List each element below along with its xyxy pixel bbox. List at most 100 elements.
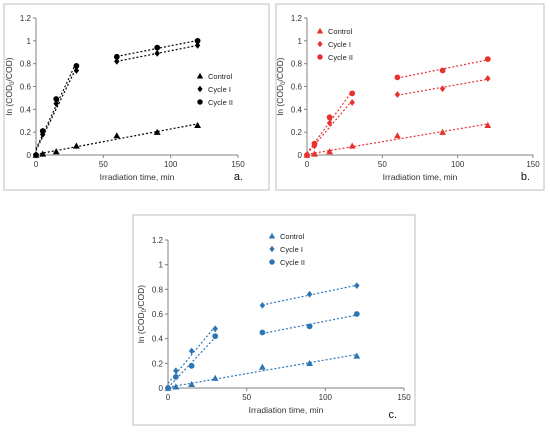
y-tick-label: 0.2: [291, 128, 303, 137]
data-point: [33, 152, 39, 158]
trendline: [306, 123, 488, 155]
data-point: [353, 352, 361, 359]
data-point: [259, 301, 266, 309]
trendline: [35, 123, 198, 155]
y-tick-label: 0.4: [291, 105, 303, 114]
data-point: [394, 91, 401, 98]
data-point: [439, 67, 446, 74]
data-point: [113, 132, 121, 139]
legend-label: Control: [328, 27, 353, 36]
legend-marker: [316, 27, 324, 34]
data-point: [194, 42, 201, 49]
x-tick-label: 100: [319, 393, 333, 402]
legend-marker: [269, 245, 275, 253]
legend-label: Cycle II: [328, 53, 353, 62]
x-tick-label: 50: [99, 160, 108, 169]
legend-marker: [317, 40, 323, 48]
x-tick-label: 50: [378, 160, 387, 169]
x-tick-label: 150: [231, 160, 245, 169]
x-tick-label: 0: [305, 160, 310, 169]
data-point: [306, 323, 313, 330]
x-tick-label: 100: [451, 160, 465, 169]
data-point: [259, 329, 266, 336]
data-point: [259, 363, 266, 370]
data-point: [188, 347, 195, 355]
data-point: [306, 359, 313, 367]
legend-label: Cycle I: [280, 245, 303, 254]
data-point: [394, 132, 401, 139]
series-cycle-ii: [165, 311, 360, 391]
data-point: [114, 57, 120, 65]
data-point: [348, 142, 356, 149]
x-axis-title: Irradiation time, min: [383, 172, 458, 182]
y-tick-label: 0.2: [20, 128, 32, 137]
y-tick-label: 0.8: [20, 60, 32, 69]
data-point: [311, 140, 318, 147]
data-point: [52, 148, 60, 155]
legend-marker: [197, 85, 203, 93]
data-point: [188, 380, 195, 388]
data-point: [212, 333, 219, 340]
y-tick-label: 1.2: [20, 14, 32, 23]
y-tick-label: 1: [27, 37, 32, 46]
data-point: [39, 150, 47, 157]
legend-marker: [197, 99, 203, 105]
data-point: [173, 367, 179, 375]
legend-marker: [196, 72, 204, 79]
legend: Control Cycle I Cycle II: [196, 72, 233, 107]
y-tick-label: 0.8: [291, 60, 303, 69]
data-point: [165, 385, 171, 391]
data-point: [311, 150, 318, 157]
data-point: [188, 362, 195, 369]
data-point: [484, 121, 492, 129]
chart-panel-2: 0 0.2 0.4 0.6 0.8 1 1.2 0 50 100 150 Irradiation ti…: [275, 3, 545, 191]
legend: Control Cycle I Cycle II: [316, 27, 353, 62]
data-point: [439, 128, 446, 135]
y-tick-label: 0: [159, 384, 164, 393]
y-tick-label: 1: [159, 261, 164, 270]
data-point: [211, 374, 219, 381]
data-point: [73, 142, 80, 149]
trendline-early: [35, 67, 77, 151]
legend-label: Control: [280, 232, 305, 241]
data-point: [172, 383, 180, 390]
y-axis-title-subscript: 0: [142, 308, 148, 312]
x-tick-label: 0: [166, 393, 171, 402]
data-point: [349, 90, 356, 97]
y-axis-title: ln (COD0/COD): [4, 57, 16, 115]
x-tick-label: 100: [164, 160, 178, 169]
x-tick-label: 0: [34, 160, 39, 169]
data-point: [194, 37, 201, 44]
y-tick-label: 1.2: [152, 236, 164, 245]
y-tick-label: 0.6: [152, 310, 164, 319]
data-point: [113, 53, 120, 60]
panel-label: b.: [521, 171, 530, 183]
y-tick-label: 0.4: [20, 105, 32, 114]
x-tick-label: 150: [526, 160, 540, 169]
legend-label: Cycle II: [208, 98, 233, 107]
data-point: [306, 290, 313, 298]
legend-label: Cycle II: [280, 258, 305, 267]
chart-panel-1: 0 0.2 0.4 0.6 0.8 1 1.2 0 50 100 150 Irradiation ti…: [3, 3, 270, 191]
data-point: [153, 128, 161, 135]
legend-label: Cycle I: [328, 40, 351, 49]
data-point: [485, 75, 491, 82]
x-tick-label: 50: [242, 393, 251, 402]
y-tick-label: 0: [27, 151, 32, 160]
data-point: [354, 282, 360, 290]
panel-label: a.: [234, 171, 243, 183]
y-axis-title: ln (COD0/COD): [136, 285, 148, 343]
data-point: [154, 44, 161, 51]
x-axis-title: Irradiation time, min: [249, 405, 324, 415]
y-axis-title-subscript: 0: [10, 81, 16, 85]
series-cycle-ii: [33, 37, 201, 158]
data-point: [439, 85, 446, 93]
data-point: [39, 128, 46, 134]
data-point: [349, 99, 355, 106]
y-axis-title: ln (COD0/COD): [275, 57, 287, 115]
panel-label: c.: [388, 409, 397, 421]
y-tick-label: 0.6: [291, 83, 303, 92]
x-tick-label: 150: [397, 393, 411, 402]
series-cycle-ii: [304, 56, 491, 158]
